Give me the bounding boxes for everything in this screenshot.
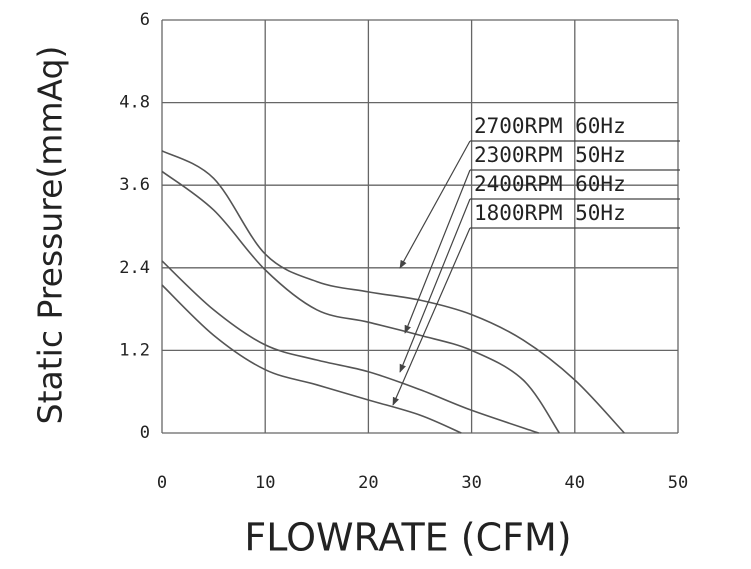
x-tick-label: 40	[565, 473, 585, 493]
y-tick-label: 3.6	[119, 175, 150, 195]
leader-arrow	[399, 140, 471, 269]
x-tick-label: 30	[461, 473, 481, 493]
curve	[161, 260, 539, 434]
x-tick-label: 0	[157, 473, 167, 493]
leader-arrow	[399, 198, 471, 373]
legend-label: 2700RPM 60Hz	[474, 114, 626, 138]
x-tick-label: 50	[668, 473, 688, 493]
leader-arrow	[392, 227, 471, 406]
x-tick-label: 10	[255, 473, 275, 493]
curve	[161, 170, 560, 434]
curve	[161, 284, 462, 434]
legend-label: 2300RPM 50Hz	[474, 143, 626, 167]
y-tick-label: 0	[140, 423, 150, 443]
curve	[161, 150, 625, 434]
x-axis-label: FLOWRATE (CFM)	[244, 516, 571, 560]
y-tick-label: 4.8	[119, 93, 150, 113]
leader-arrow	[404, 169, 471, 334]
legend-label: 2400RPM 60Hz	[474, 172, 626, 196]
y-tick-label: 2.4	[119, 258, 150, 278]
x-tick-label: 20	[358, 473, 378, 493]
y-axis-label: Static Pressure(mmAq)	[31, 46, 70, 425]
y-tick-label: 1.2	[119, 340, 150, 360]
y-tick-label: 6	[140, 10, 150, 30]
legend-label: 1800RPM 50Hz	[474, 201, 626, 225]
